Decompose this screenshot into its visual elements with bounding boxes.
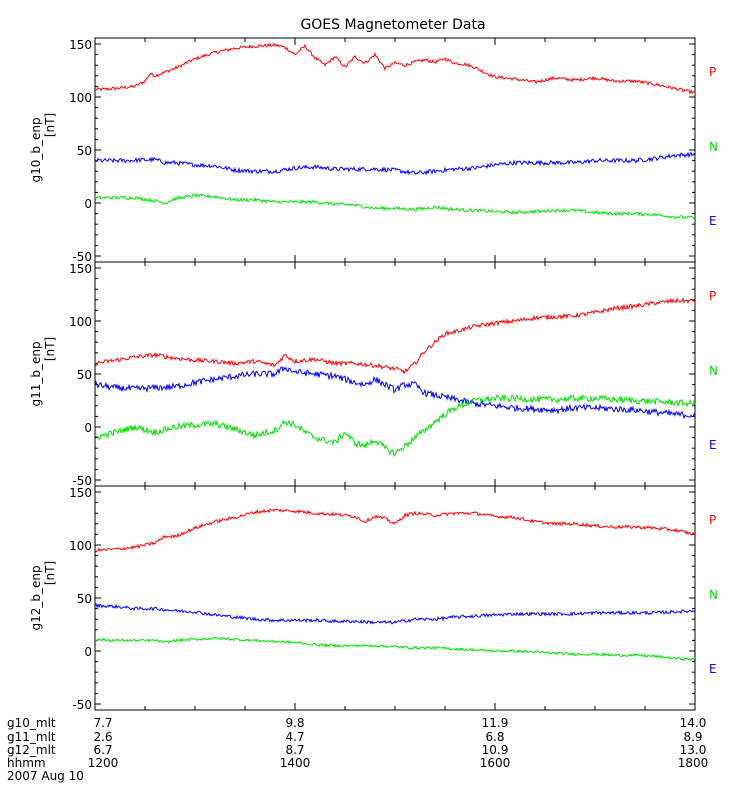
bottom-row-value: 1400 <box>280 756 311 770</box>
series-line-E <box>95 192 695 220</box>
bottom-row-value: 6.8 <box>485 730 504 744</box>
bottom-row-value: 4.7 <box>285 730 304 744</box>
legend-label-P: P <box>709 513 716 527</box>
bottom-row-value: 2.6 <box>93 730 112 744</box>
bottom-row-value: 10.9 <box>482 743 509 757</box>
series-line-P <box>95 297 695 375</box>
series-line-N <box>95 151 695 176</box>
y-tick-label: 50 <box>77 368 92 382</box>
y-tick-label: 150 <box>69 262 92 276</box>
y-axis-label: g12_b_enp <box>29 565 43 630</box>
y-tick-label: 150 <box>69 38 92 52</box>
bottom-row-value: 6.7 <box>93 743 112 757</box>
y-tick-label: 0 <box>84 197 92 211</box>
series-line-P <box>95 508 695 553</box>
bottom-row-value: 9.8 <box>285 716 304 730</box>
y-tick-label: -50 <box>72 698 92 712</box>
y-axis-unit: [nT] <box>43 561 57 585</box>
y-tick-label: -50 <box>72 474 92 488</box>
bottom-axis: g10_mlt 7.7 9.8 11.9 14.0 g11_mlt 2.6 4.7 6.8 8.9… <box>7 716 708 770</box>
y-tick-label: 50 <box>77 144 92 158</box>
y-axis-unit: [nT] <box>43 337 57 361</box>
y-tick-label: 100 <box>69 91 92 105</box>
bottom-row-value: 1200 <box>88 756 119 770</box>
legend-label-E: E <box>709 214 717 228</box>
bottom-row-value: 11.9 <box>482 716 509 730</box>
y-axis-unit: [nT] <box>43 113 57 137</box>
panel-frame <box>94 261 696 487</box>
legend-label-E: E <box>709 662 717 676</box>
legend-label-N: N <box>709 140 718 154</box>
legend-label-N: N <box>709 364 718 378</box>
bottom-row-label: g12_mlt <box>7 743 56 757</box>
y-tick-label: 150 <box>69 486 92 500</box>
series-line-E <box>95 636 695 661</box>
bottom-row-label: g10_mlt <box>7 716 56 730</box>
y-tick-label: 50 <box>77 592 92 606</box>
y-tick-label: 100 <box>69 315 92 329</box>
bottom-row-value: 8.7 <box>285 743 304 757</box>
bottom-row-value: 14.0 <box>680 716 707 730</box>
bottom-row-label: hhmm <box>7 756 46 770</box>
chart-title: GOES Magnetometer Data <box>300 17 485 33</box>
series-line-N <box>95 366 695 420</box>
bottom-row-label: g11_mlt <box>7 730 56 744</box>
panel-2: 150 100 50 0 -50 g11_b_enp [nT] P N E <box>29 261 718 488</box>
series-line-P <box>95 42 695 95</box>
bottom-row-value: 8.9 <box>683 730 702 744</box>
y-tick-label: 0 <box>84 421 92 435</box>
bottom-row-value: 13.0 <box>680 743 707 757</box>
legend-label-P: P <box>709 289 716 303</box>
date-label: 2007 Aug 10 <box>7 769 84 783</box>
y-tick-label: 0 <box>84 645 92 659</box>
panel-frame <box>94 485 696 711</box>
series-line-E <box>95 393 695 457</box>
panel-3: 150 100 50 0 -50 g12_b_enp [nT] P N E <box>29 485 718 712</box>
bottom-row-value: 1800 <box>678 756 709 770</box>
legend-label-E: E <box>709 438 717 452</box>
bottom-row-value: 7.7 <box>93 716 112 730</box>
panel-frame <box>94 37 696 263</box>
panel-1: 150 100 50 0 -50 g10_b_enp [nT] P N E <box>29 37 718 264</box>
y-tick-label: -50 <box>72 250 92 264</box>
legend-label-N: N <box>709 588 718 602</box>
legend-label-P: P <box>709 65 716 79</box>
bottom-row-value: 1600 <box>480 756 511 770</box>
y-tick-label: 100 <box>69 539 92 553</box>
y-axis-label: g11_b_enp <box>29 341 43 406</box>
series-line-N <box>95 602 695 625</box>
y-axis-label: g10_b_enp <box>29 117 43 182</box>
